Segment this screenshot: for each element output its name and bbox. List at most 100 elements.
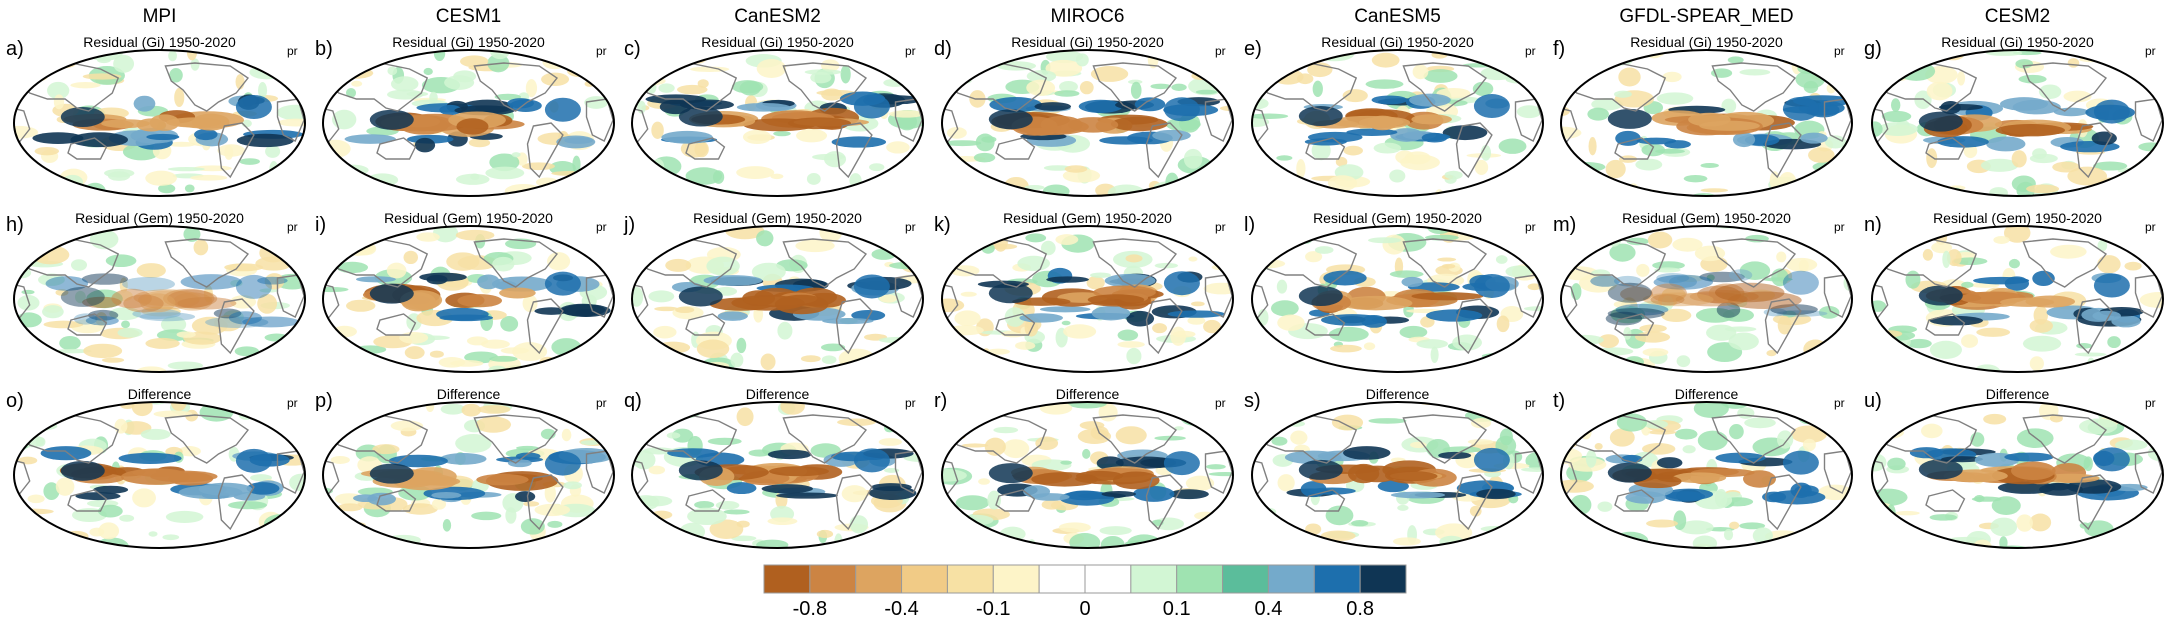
positive-anomaly [344,134,396,144]
map-svg [322,49,615,197]
anomaly-patch [723,509,750,515]
positive-anomaly [1918,459,1963,480]
anomaly-patch [1470,418,1492,429]
anomaly-patch [1041,240,1056,256]
anomaly-patch [1874,353,1910,364]
anomaly-patch [541,72,570,87]
map-svg [1871,49,2164,197]
panel-subtitle: Residual (Gem) 1950-2020 [1003,210,1172,226]
panel-letter: q) [624,390,642,412]
anomaly-patch [1598,334,1619,349]
anomaly-patch [648,226,664,236]
coastline [782,62,868,112]
anomaly-patch [288,332,297,344]
positive-anomaly [1782,450,1819,475]
positive-anomaly [242,316,300,328]
anomaly-patch [1252,116,1270,128]
anomaly-patch [1682,445,1696,454]
panel-subtitle: Residual (Gi) 1950-2020 [83,34,236,50]
map-svg [941,49,1234,197]
anomaly-patch [1921,423,1943,439]
map-panel [940,400,1235,550]
anomaly-patch [821,355,837,365]
panel-subtitle: Residual (Gem) 1950-2020 [1313,210,1482,226]
anomaly-patch [823,151,847,168]
anomaly-patch [942,62,959,70]
column-title: GFDL-SPEAR_MED [1619,6,1794,27]
anomaly-patch [917,408,923,417]
positive-anomaly [431,491,462,499]
map-svg [631,401,924,549]
coastline [1614,489,1655,512]
positive-anomaly [414,137,436,153]
anomaly-patch [1641,143,1666,157]
anomaly-patch [461,403,482,417]
anomaly-patch [1252,247,1266,258]
positive-anomaly [822,317,874,325]
positive-anomaly [477,274,500,290]
anomaly-patch [489,355,518,362]
coastline [1561,283,1578,322]
anomaly-patch [1673,510,1687,531]
anomaly-patch [31,245,70,265]
anomaly-patch [780,402,805,415]
colorbar-segment [1130,564,1178,594]
anomaly-patch [1777,315,1792,335]
coastline [1925,489,1966,512]
anomaly-patch [1331,414,1364,431]
colorbar [763,564,1407,599]
anomaly-patch [1872,166,1906,176]
anomaly-patch [1957,71,1966,86]
anomaly-patch [2008,258,2020,269]
anomaly-patch [98,504,123,518]
negative-anomaly [166,117,222,128]
anomaly-patch [1312,80,1323,98]
anomaly-patch [257,293,278,314]
anomaly-patch [1928,50,1937,62]
anomaly-patch [2016,514,2033,532]
negative-anomaly [177,297,237,310]
panel-subtitle: Residual (Gem) 1950-2020 [693,210,862,226]
anomaly-patch [1825,168,1852,182]
anomaly-patch [1931,241,1953,254]
anomaly-patch [987,490,1002,510]
anomaly-patch [1252,161,1264,169]
positive-anomaly [369,283,414,304]
anomaly-patch [228,501,268,510]
anomaly-patch [1397,504,1409,511]
anomaly-patch [442,519,452,532]
positive-anomaly [761,484,813,494]
anomaly-patch [1661,308,1692,323]
anomaly-patch [1183,148,1203,169]
coastline [14,107,31,146]
anomaly-patch [1825,345,1852,358]
colorbar-tick-label: -0.1 [976,598,1011,620]
anomaly-patch [1887,457,1906,471]
negative-anomaly [1110,116,1168,132]
variable-label: pr [1215,220,1226,234]
colorbar-segment [1176,564,1224,594]
anomaly-patch [1786,50,1809,63]
panel-subtitle: Residual (Gi) 1950-2020 [1941,34,2094,50]
variable-label: pr [2145,44,2156,58]
coastline [1455,298,1493,355]
anomaly-patch [869,163,885,172]
anomaly-patch [1646,519,1679,528]
coastline [1252,107,1269,146]
anomaly-patch [564,361,576,366]
variable-label: pr [1834,396,1845,410]
panel-letter: o) [6,390,24,412]
anomaly-patch [1826,168,1838,188]
anomaly-patch [946,127,967,139]
anomaly-patch [748,449,771,457]
anomaly-patch [234,346,260,357]
positive-anomaly [1046,276,1089,283]
anomaly-patch [1528,363,1538,372]
negative-anomaly [731,295,805,311]
positive-anomaly [1607,462,1652,483]
anomaly-patch [1693,402,1729,418]
anomaly-patch [351,80,363,87]
anomaly-patch [334,248,347,258]
positive-anomaly [853,448,890,473]
negative-anomaly [167,289,218,308]
